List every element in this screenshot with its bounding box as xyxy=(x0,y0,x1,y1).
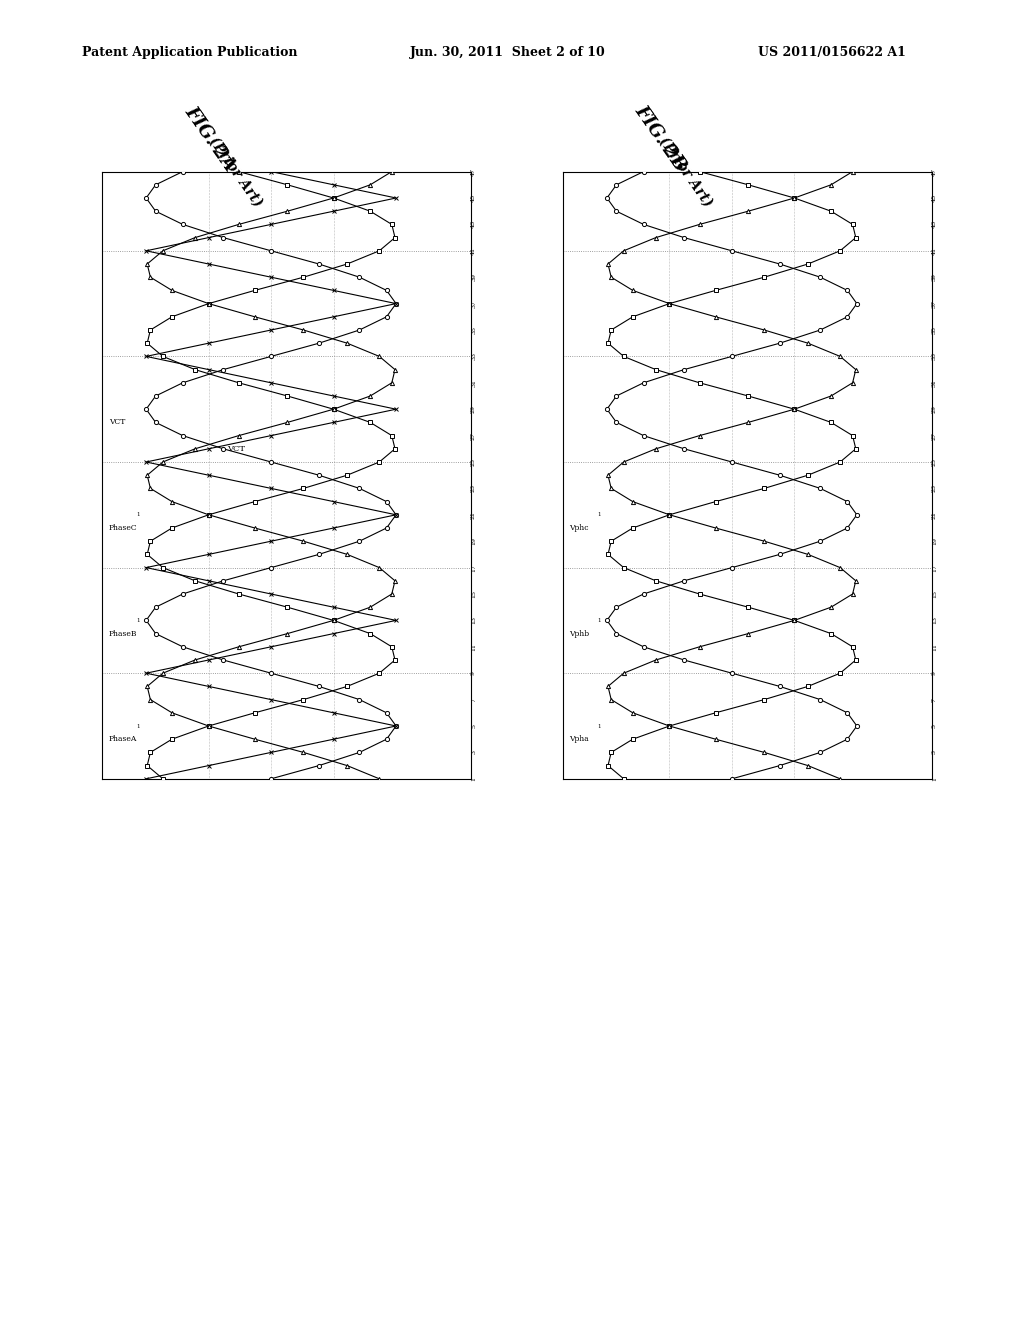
Text: 33: 33 xyxy=(932,352,937,360)
Text: 19: 19 xyxy=(932,537,937,545)
Text: 1: 1 xyxy=(597,618,600,623)
Text: 11: 11 xyxy=(471,643,476,651)
Text: 31: 31 xyxy=(932,379,937,387)
Text: 41: 41 xyxy=(471,247,476,255)
Text: 27: 27 xyxy=(932,432,937,440)
Text: Vphc: Vphc xyxy=(569,524,589,532)
Text: 25: 25 xyxy=(471,458,476,466)
Text: 13: 13 xyxy=(471,616,476,624)
Text: 41: 41 xyxy=(932,247,937,255)
Text: 29: 29 xyxy=(471,405,476,413)
Text: 1: 1 xyxy=(932,776,937,781)
Text: 21: 21 xyxy=(932,511,937,519)
Text: 43: 43 xyxy=(932,220,937,228)
Text: 1: 1 xyxy=(136,618,139,623)
Text: 1: 1 xyxy=(471,776,476,781)
Text: FIG. 2A: FIG. 2A xyxy=(181,103,239,174)
Text: 7: 7 xyxy=(471,697,476,702)
Text: 7: 7 xyxy=(932,697,937,702)
Text: 23: 23 xyxy=(471,484,476,492)
Text: (Prior Art): (Prior Art) xyxy=(206,135,265,209)
Text: 21: 21 xyxy=(471,511,476,519)
Text: 39: 39 xyxy=(932,273,937,281)
Text: 5: 5 xyxy=(471,723,476,729)
Text: VCT: VCT xyxy=(109,418,125,426)
Text: PhaseB: PhaseB xyxy=(109,630,137,638)
Text: 17: 17 xyxy=(932,564,937,572)
Text: 35: 35 xyxy=(932,326,937,334)
Text: 23: 23 xyxy=(932,484,937,492)
Text: Jun. 30, 2011  Sheet 2 of 10: Jun. 30, 2011 Sheet 2 of 10 xyxy=(410,46,605,59)
Text: 3: 3 xyxy=(471,750,476,755)
Text: 15: 15 xyxy=(932,590,937,598)
Text: 39: 39 xyxy=(471,273,476,281)
Text: 27: 27 xyxy=(471,432,476,440)
Text: 37: 37 xyxy=(932,300,937,308)
Text: 1: 1 xyxy=(597,723,600,729)
Text: 19: 19 xyxy=(471,537,476,545)
Text: 13: 13 xyxy=(932,616,937,624)
Text: PhaseC: PhaseC xyxy=(109,524,137,532)
Text: 1: 1 xyxy=(597,512,600,517)
Text: 1: 1 xyxy=(136,723,139,729)
Text: 47: 47 xyxy=(932,168,937,176)
Text: 15: 15 xyxy=(471,590,476,598)
Text: Patent Application Publication: Patent Application Publication xyxy=(82,46,297,59)
Text: FIG. 2B: FIG. 2B xyxy=(631,102,690,176)
Text: 37: 37 xyxy=(471,300,476,308)
Text: 29: 29 xyxy=(932,405,937,413)
Text: 47: 47 xyxy=(471,168,476,176)
Text: Vphb: Vphb xyxy=(569,630,590,638)
Text: 3: 3 xyxy=(932,750,937,755)
Text: 35: 35 xyxy=(471,326,476,334)
Text: 33: 33 xyxy=(471,352,476,360)
Text: (Prior Art): (Prior Art) xyxy=(656,135,716,209)
Text: Vpha: Vpha xyxy=(569,735,589,743)
Text: 5: 5 xyxy=(932,723,937,729)
Text: 31: 31 xyxy=(471,379,476,387)
Text: 43: 43 xyxy=(471,220,476,228)
Text: PhaseA: PhaseA xyxy=(109,735,137,743)
Text: 9: 9 xyxy=(471,671,476,676)
Text: 45: 45 xyxy=(471,194,476,202)
Text: VCT: VCT xyxy=(227,445,246,453)
Text: 9: 9 xyxy=(932,671,937,676)
Text: 25: 25 xyxy=(932,458,937,466)
Text: 17: 17 xyxy=(471,564,476,572)
Text: 11: 11 xyxy=(932,643,937,651)
Text: 1: 1 xyxy=(136,512,139,517)
Text: US 2011/0156622 A1: US 2011/0156622 A1 xyxy=(758,46,905,59)
Text: 45: 45 xyxy=(932,194,937,202)
